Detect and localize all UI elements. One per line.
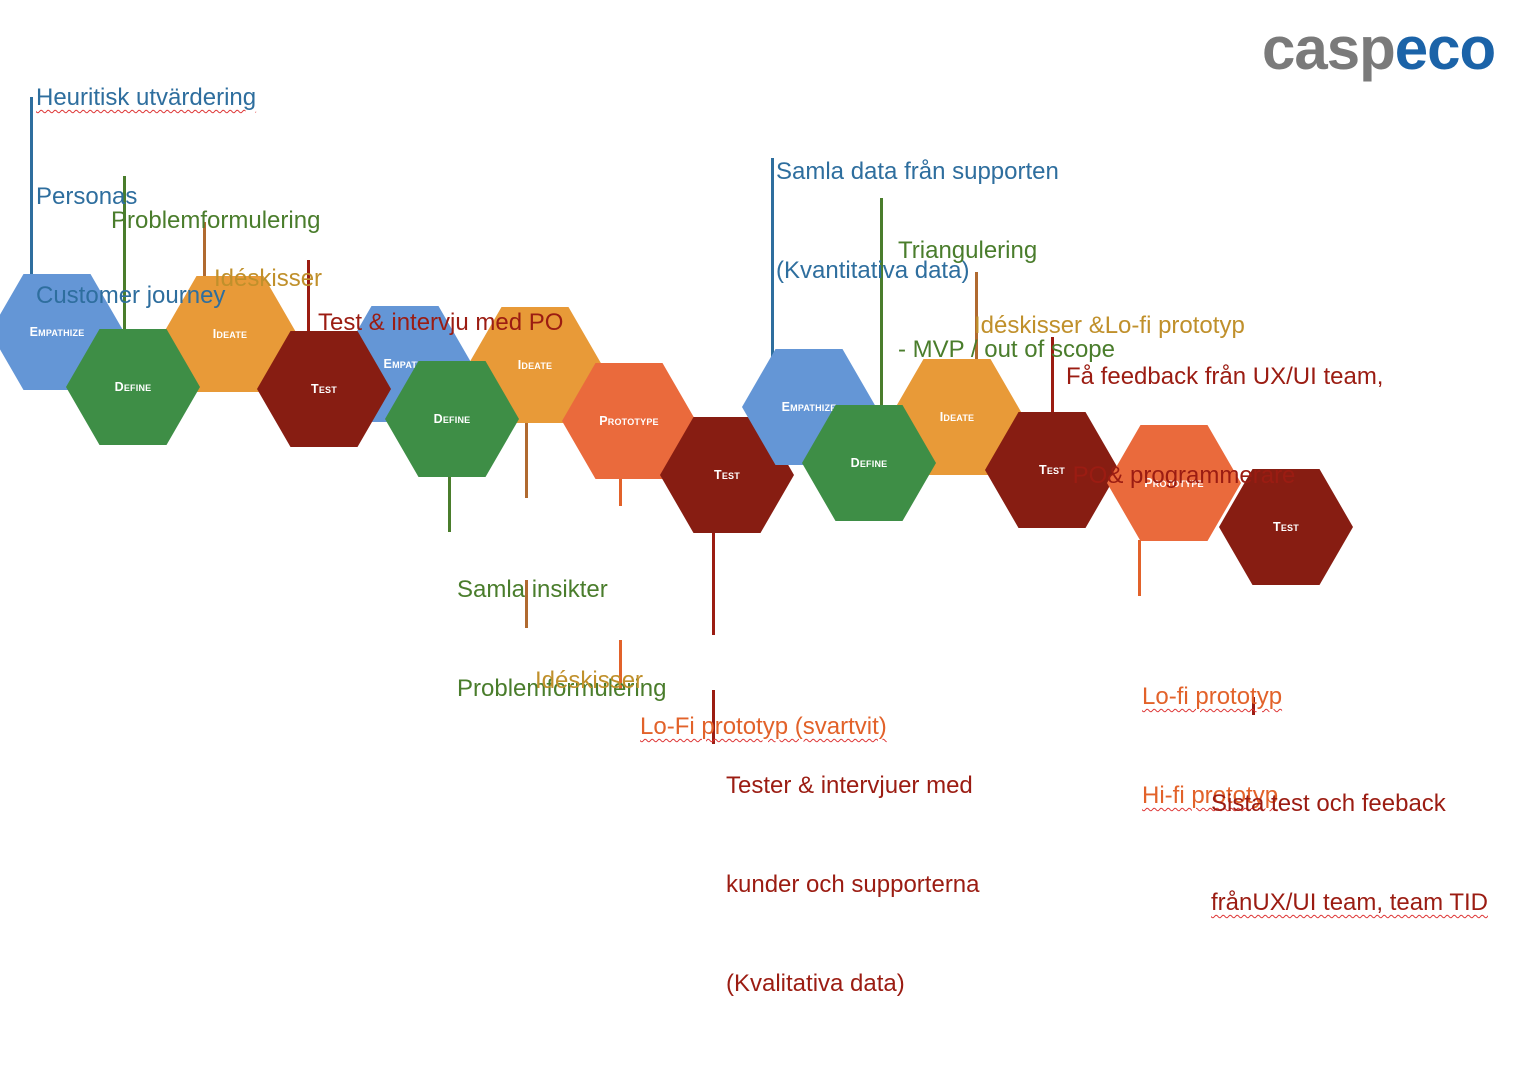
note-line: PO& programmerare bbox=[1066, 462, 1296, 489]
connector-line bbox=[1138, 540, 1141, 596]
note-line: Tester & intervjuer med bbox=[726, 772, 973, 799]
hex-label: Test bbox=[311, 382, 337, 396]
note-line: Triangulering bbox=[898, 237, 1038, 264]
hex-define: Define bbox=[66, 329, 200, 445]
hex-prototype: Prototype bbox=[1107, 425, 1241, 541]
connector-line bbox=[307, 260, 310, 346]
note-line: Personas bbox=[36, 183, 138, 210]
note-line: Få feedback från UX/UI team, bbox=[1066, 363, 1384, 390]
hex-test: Test bbox=[1219, 469, 1353, 585]
hex-label: Test bbox=[714, 468, 740, 482]
note-line: Idéskisser bbox=[214, 265, 323, 292]
connector-line bbox=[619, 462, 622, 506]
note-empathize-1: Heuritisk utvärdering Personas Customer … bbox=[36, 15, 256, 378]
connector-line bbox=[525, 580, 528, 628]
hex-test: Test bbox=[985, 412, 1119, 528]
hex-label: Define bbox=[114, 380, 152, 394]
note-line: Problemformulering bbox=[457, 675, 667, 702]
hex-label: Empathize bbox=[781, 400, 837, 414]
note-line: (Kvalitativa data) bbox=[726, 970, 905, 997]
note-test-3: Få feedback från UX/UI team, PO& program… bbox=[1066, 294, 1383, 558]
connector-line bbox=[771, 158, 774, 373]
note-line: (Kvantitativa data) bbox=[776, 257, 970, 284]
hex-label: Empathize bbox=[29, 325, 85, 339]
note-ideate-1: Idéskisser bbox=[214, 196, 322, 361]
connector-line bbox=[712, 690, 715, 744]
design-thinking-diagram: caspeco Empathize Ideate Empathi Define … bbox=[0, 14, 1496, 997]
hex-define: Define bbox=[385, 361, 519, 477]
note-line: Samla insikter bbox=[457, 576, 608, 603]
note-line: Samla data från supporten bbox=[776, 158, 1059, 185]
hex-define: Define bbox=[802, 405, 936, 521]
note-line: Lo-Fi prototyp (svartvit) bbox=[640, 713, 887, 740]
hex-label: Ideate bbox=[517, 358, 553, 372]
note-line: Idéskisser &Lo-fi prototyp bbox=[974, 312, 1245, 339]
note-line: frånUX/UI team, team TID bbox=[1211, 889, 1488, 916]
caspeco-logo: caspeco bbox=[1262, 14, 1496, 83]
hex-label: Test bbox=[1273, 520, 1299, 534]
connector-line bbox=[880, 198, 883, 410]
hex-label: Prototype bbox=[599, 414, 659, 428]
connector-line bbox=[30, 97, 33, 290]
note-prototype-2: Lo-Fi prototyp (svartvit) bbox=[640, 644, 887, 809]
note-line: kunder och supporterna bbox=[726, 871, 980, 898]
hex-label: Prototype bbox=[1144, 476, 1204, 490]
note-line: Heuritisk utvärdering bbox=[36, 84, 257, 111]
connector-line bbox=[525, 420, 528, 498]
connector-line bbox=[619, 640, 622, 690]
note-line: Idéskisser bbox=[535, 667, 644, 694]
note-test-2: Tester & intervjuer med kunder och suppo… bbox=[726, 703, 980, 1066]
note-test-1: Test & intervju med PO bbox=[318, 240, 563, 405]
note-empathize-3: Samla data från supporten (Kvantitativa … bbox=[776, 89, 1059, 353]
note-line: Customer journey bbox=[36, 282, 226, 309]
logo-text-grey: casp bbox=[1262, 15, 1396, 82]
connector-line bbox=[1051, 337, 1054, 417]
connector-line bbox=[203, 222, 206, 290]
hex-label: Test bbox=[1039, 463, 1065, 477]
logo-text-blue: eco bbox=[1394, 15, 1496, 82]
connector-line bbox=[448, 460, 451, 532]
note-test-4: Sista test och feeback frånUX/UI team, t… bbox=[1211, 721, 1488, 985]
note-ideate-2: Idéskisser bbox=[535, 598, 643, 763]
note-define-1: Problemformulering bbox=[111, 138, 320, 303]
hex-test: Test bbox=[257, 331, 391, 447]
connector-line bbox=[1252, 697, 1255, 715]
hex-label: Ideate bbox=[939, 410, 975, 424]
connector-line bbox=[975, 272, 978, 374]
hex-label: Define bbox=[850, 456, 888, 470]
hex-label: Define bbox=[433, 412, 471, 426]
note-line: Lo-fi prototyp bbox=[1142, 683, 1283, 710]
note-line: Test & intervju med PO bbox=[318, 309, 564, 336]
note-ideate-3: Idéskisser &Lo-fi prototyp bbox=[974, 243, 1245, 408]
hex-label: Ideate bbox=[212, 327, 248, 341]
connector-line bbox=[712, 525, 715, 635]
note-define-3: Triangulering - MVP / out of scope bbox=[898, 168, 1115, 432]
note-line: - MVP / out of scope bbox=[898, 336, 1115, 363]
note-line: Problemformulering bbox=[111, 207, 321, 234]
connector-line bbox=[123, 176, 126, 343]
note-define-2: Samla insikter Problemformulering bbox=[457, 507, 666, 771]
